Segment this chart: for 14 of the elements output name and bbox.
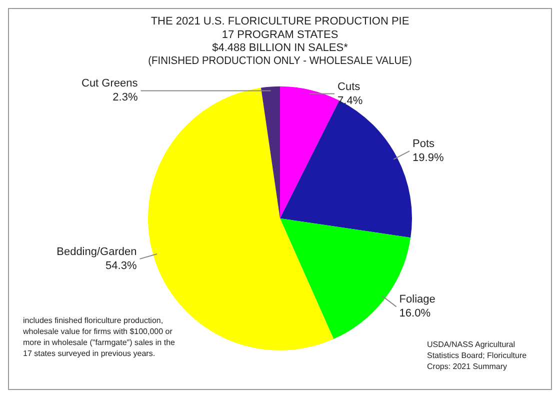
chart-subtitle: 17 PROGRAM STATES $4.488 BILLION IN SALES* (FINISHED PRODUCTION ONLY - WHOLESALE VALUE) [148, 28, 412, 68]
data-label: 2.3% [112, 92, 138, 104]
data-label: 54.3% [106, 260, 137, 272]
data-label: 7.4% [338, 94, 363, 107]
data-label: 16.0% [399, 308, 431, 320]
slice-label: Cuts [338, 80, 361, 93]
chart-title: THE 2021 U.S. FLORICULTURE PRODUCTION PIE [150, 16, 410, 28]
slice-label: Pots [412, 138, 436, 150]
slice-label: Bedding/Garden [56, 246, 137, 258]
text: USDA/NASS Agricultural Statistics Board; Floriculture Crops: 2021 Summary [427, 339, 527, 372]
slice-label: Cut Greens [81, 78, 138, 90]
data-label: 19.9% [412, 152, 444, 164]
text: includes finished floriculture production, wholesale value for firms with $100,000 or more in wholesale ("farmgate") sales in the 17 states surveyed in previous years. [23, 315, 176, 359]
slice-label: Foliage [399, 294, 436, 306]
